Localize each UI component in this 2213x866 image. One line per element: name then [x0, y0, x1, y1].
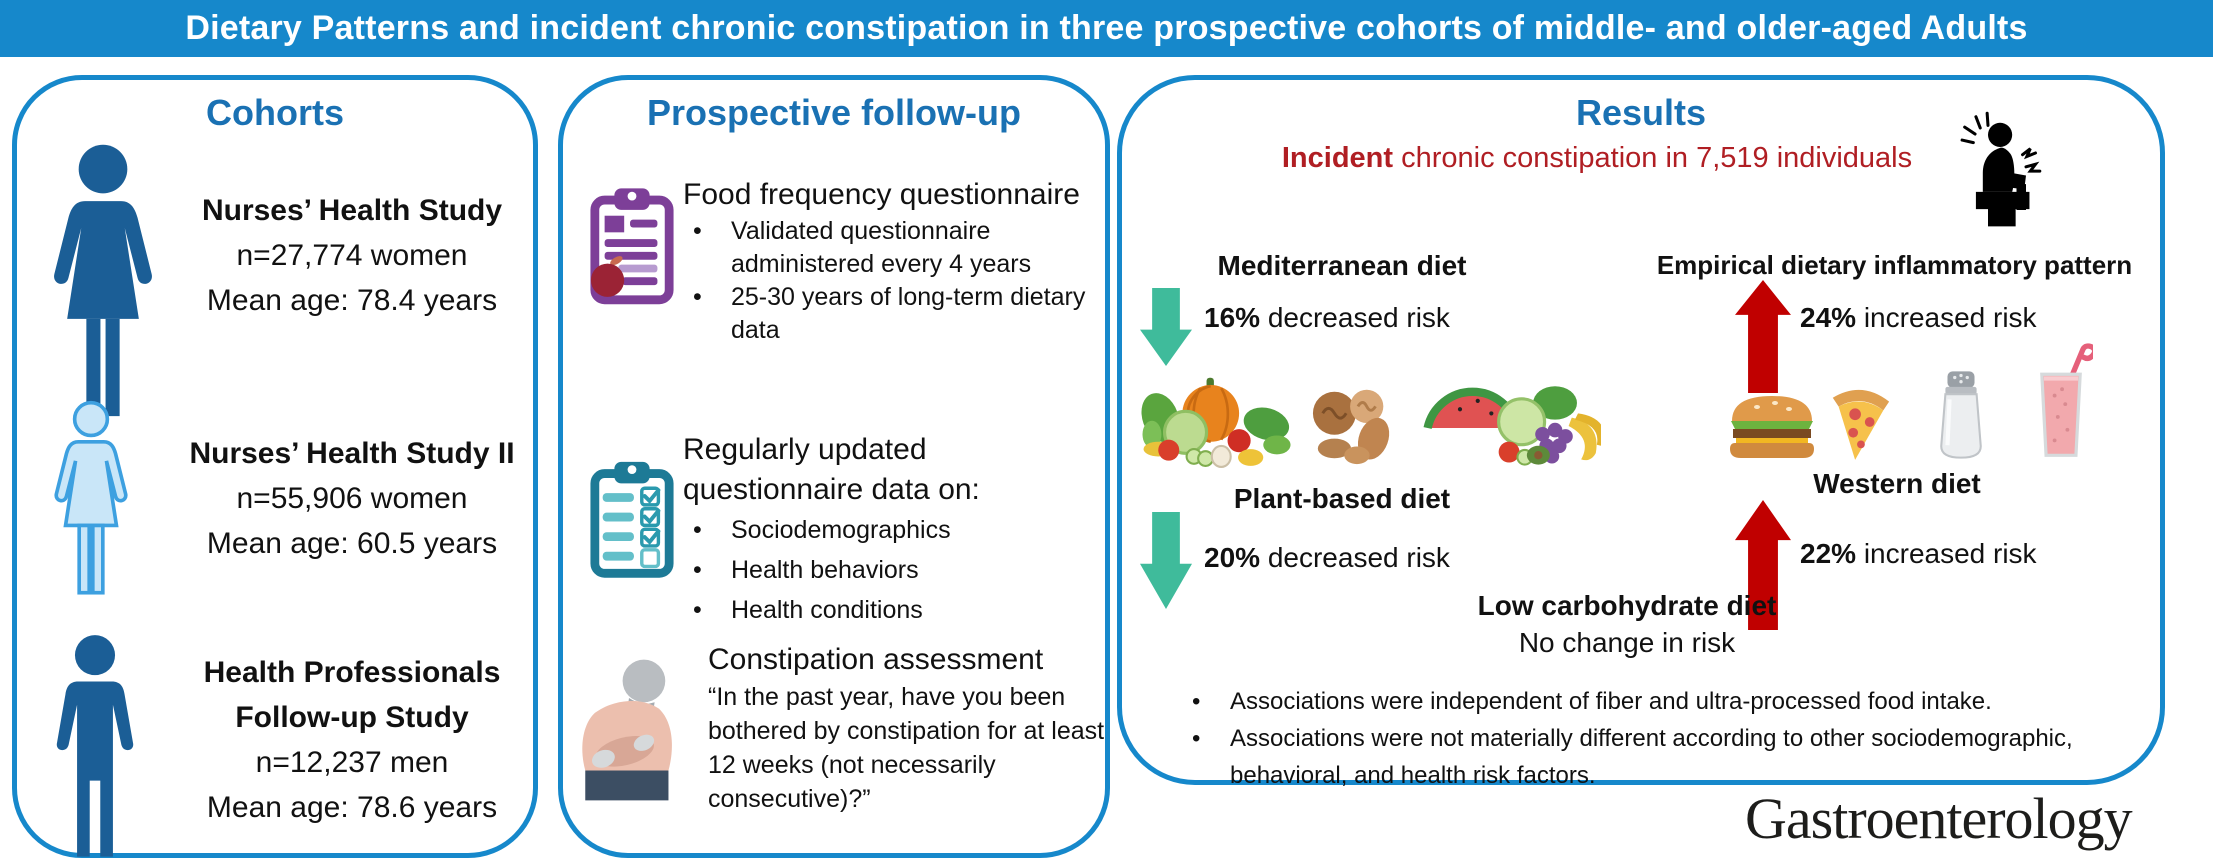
- incident-rest: chronic constipation in 7,519 individual…: [1393, 142, 1913, 174]
- study-name: Nurses’ Health Study II: [189, 437, 515, 470]
- updated-data-title: Regularly updated questionnaire data on:: [683, 433, 980, 506]
- risk-text: decreased risk: [1260, 542, 1450, 573]
- list-item: Health behaviors: [683, 550, 1113, 590]
- salt-shaker-icon: [1940, 371, 1982, 459]
- smoothie-glass-icon: [2040, 343, 2093, 457]
- constipation-title: Constipation assessment: [708, 643, 1044, 676]
- ffq-text: Food frequency questionnaire Validated q…: [683, 175, 1113, 347]
- woman-light-icon: [45, 400, 137, 600]
- ffq-title: Food frequency questionnaire: [683, 178, 1080, 211]
- risk-percent: 24%: [1800, 302, 1857, 333]
- study-name: Health Professionals Follow-up Study: [203, 656, 501, 734]
- diet-name-inflammatory: Empirical dietary inflammatory pattern: [1656, 250, 2133, 280]
- checklist-clipboard-icon: [588, 448, 676, 593]
- study-n: n=55,906 women: [236, 482, 468, 515]
- main-title: Dietary Patterns and incident chronic co…: [185, 9, 2028, 47]
- risk-percent: 20%: [1204, 542, 1261, 573]
- cohorts-heading: Cohorts: [206, 92, 344, 133]
- title-bar: Dietary Patterns and incident chronic co…: [0, 0, 2213, 57]
- constipation-quote: “In the past year, have you been bothere…: [708, 683, 1105, 813]
- risk-percent: 16%: [1204, 302, 1261, 333]
- list-item: Associations were not materially differe…: [1182, 720, 2142, 794]
- nuts-icon: [1312, 389, 1390, 465]
- updated-data-text: Regularly updated questionnaire data on:…: [683, 430, 1113, 630]
- results-heading: Results: [1575, 92, 1707, 133]
- list-item: Sociodemographics: [683, 510, 1113, 550]
- vegetables-nuts-fruits-icons: [1137, 358, 1601, 468]
- risk-text: increased risk: [1856, 302, 2037, 333]
- risk-text: decreased risk: [1260, 302, 1450, 333]
- risk-western: 22% increased risk: [1800, 538, 2037, 570]
- incident-lead: Incident: [1281, 142, 1394, 174]
- red-up-arrow-icon: [1735, 280, 1791, 393]
- list-item: Validated questionnaire administered eve…: [683, 215, 1113, 281]
- diet-name-low-carb: Low carbohydrate diet: [1477, 590, 1777, 621]
- list-item: Associations were independent of fiber a…: [1182, 683, 2142, 720]
- study-age: Mean age: 78.6 years: [206, 791, 498, 824]
- diet-name-plant-based: Plant-based diet: [1233, 483, 1451, 514]
- constipation-toilet-icon: [1950, 102, 2045, 242]
- green-down-arrow-icon: [1140, 512, 1192, 609]
- man-dark-icon: [42, 633, 148, 865]
- results-panel: Results Incident chronic constipation in…: [1117, 75, 2165, 789]
- risk-plant-based: 20% decreased risk: [1204, 542, 1450, 574]
- vegetables-icon: [1141, 377, 1291, 468]
- food-frequency-clipboard-icon: [588, 168, 676, 326]
- study-3-text: Health Professionals Follow-up Study n=1…: [167, 650, 537, 830]
- green-down-arrow-icon: [1140, 285, 1192, 369]
- woman-dark-icon: [39, 142, 167, 424]
- risk-inflammatory: 24% increased risk: [1800, 302, 2037, 334]
- hamburger-icon: [1730, 396, 1814, 458]
- results-notes: Associations were independent of fiber a…: [1182, 683, 2142, 794]
- followup-heading: Prospective follow-up: [646, 92, 1022, 133]
- study-n: n=12,237 men: [255, 746, 449, 779]
- risk-mediterranean: 16% decreased risk: [1204, 302, 1450, 334]
- study-name: Nurses’ Health Study: [201, 194, 503, 227]
- study-age: Mean age: 60.5 years: [206, 527, 498, 560]
- study-n: n=27,774 women: [236, 239, 468, 272]
- diet-name-mediterranean: Mediterranean diet: [1217, 250, 1467, 281]
- updated-data-bullets: Sociodemographics Health behaviors Healt…: [683, 510, 1113, 630]
- abdominal-pain-person-icon: [565, 620, 693, 840]
- study-age: Mean age: 78.4 years: [206, 284, 498, 317]
- cohorts-panel: Cohorts Nurses’ Health Study n=27,774 wo…: [12, 75, 538, 858]
- ffq-bullets: Validated questionnaire administered eve…: [683, 215, 1113, 347]
- study-1-text: Nurses’ Health Study n=27,774 women Mean…: [167, 188, 537, 323]
- list-item: 25-30 years of long-term dietary data: [683, 281, 1113, 347]
- risk-text: increased risk: [1856, 538, 2037, 569]
- risk-percent: 22%: [1800, 538, 1857, 569]
- followup-panel: Prospective follow-up Food frequency que…: [558, 75, 1110, 858]
- burger-pizza-salt-smoothie-icons: [1727, 330, 2093, 462]
- journal-logo: Gastroenterology: [1745, 786, 2133, 851]
- pizza-slice-icon: [1832, 389, 1890, 460]
- diet-name-western: Western diet: [1813, 468, 1981, 499]
- incident-statement: Incident chronic constipation in 7,519 i…: [1122, 142, 2072, 175]
- list-item: Health conditions: [683, 590, 1113, 630]
- risk-low-carb: No change in risk: [1518, 627, 1736, 658]
- red-up-arrow-icon: [1735, 500, 1791, 630]
- study-2-text: Nurses’ Health Study II n=55,906 women M…: [167, 431, 537, 566]
- fruits-icon: [1423, 386, 1601, 466]
- constipation-text: Constipation assessment “In the past yea…: [708, 640, 1136, 816]
